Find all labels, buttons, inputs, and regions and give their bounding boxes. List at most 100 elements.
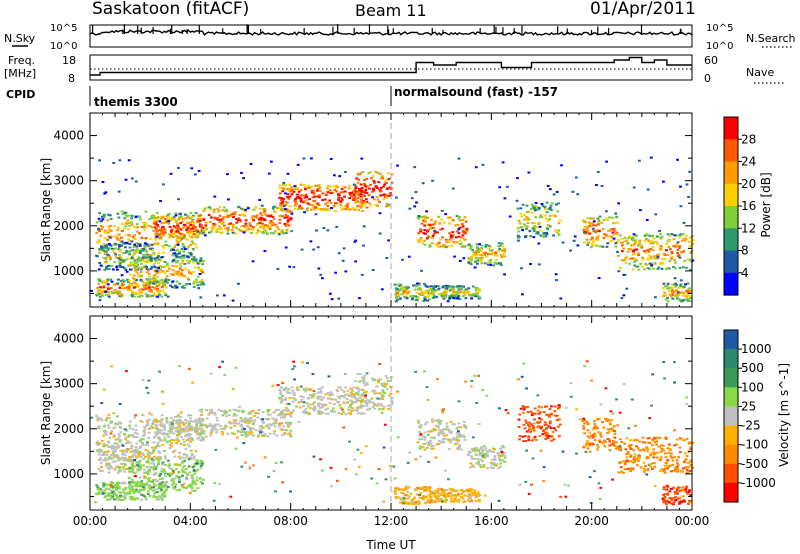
power-cell	[610, 236, 613, 239]
power-cell	[363, 179, 366, 182]
power-cell	[137, 243, 140, 246]
velocity-cell	[163, 450, 166, 453]
power-cell	[555, 279, 558, 282]
power-cell	[369, 170, 373, 173]
velocity-cell	[181, 466, 185, 469]
velocity-cell	[313, 405, 317, 408]
power-cell	[278, 184, 282, 187]
power-cell	[668, 240, 671, 243]
power-cell	[348, 192, 352, 195]
power-cell	[401, 258, 404, 261]
velocity-cell	[317, 402, 321, 405]
velocity-cell	[165, 419, 169, 422]
power-cell	[167, 222, 171, 225]
velocity-cell	[358, 388, 362, 391]
velocity-cell	[154, 434, 157, 437]
power-cell	[98, 230, 102, 233]
power-cell	[386, 204, 390, 207]
velocity-cell	[306, 388, 309, 391]
power-cell	[285, 229, 289, 232]
velocity-cell	[346, 393, 349, 396]
power-cell	[681, 294, 685, 297]
power-cell	[132, 245, 136, 248]
velocity-cell	[189, 414, 192, 417]
power-cell	[140, 236, 144, 239]
velocity-cell	[376, 404, 380, 407]
velocity-cell	[407, 503, 410, 506]
velocity-cell	[371, 377, 374, 380]
velocity-cell	[132, 491, 136, 494]
velocity-cell	[475, 453, 478, 456]
power-cell	[463, 294, 467, 297]
power-cell	[313, 184, 317, 187]
velocity-cell	[104, 457, 107, 460]
power-cell	[457, 228, 461, 231]
power-cell	[451, 294, 454, 297]
velocity-cell	[474, 496, 478, 499]
power-cell	[611, 231, 615, 234]
power-cell	[136, 295, 140, 298]
velocity-cell	[394, 497, 398, 500]
power-cell	[216, 230, 220, 233]
power-cell	[157, 262, 161, 265]
velocity-cell	[152, 495, 156, 498]
power-cell	[407, 290, 411, 293]
velocity-cell	[139, 420, 143, 423]
power-cell	[682, 285, 686, 288]
velocity-cell	[163, 486, 167, 489]
velocity-cell	[242, 430, 246, 433]
power-cell	[117, 248, 121, 251]
power-cell	[615, 232, 619, 235]
velocity-cell	[447, 430, 451, 433]
velocity-cell	[477, 495, 480, 498]
power-cell	[597, 244, 600, 247]
velocity-cell	[312, 409, 316, 412]
power-cell	[665, 243, 668, 246]
power-cell	[154, 216, 157, 219]
velocity-cell	[124, 456, 128, 459]
velocity-cell	[436, 443, 440, 446]
velocity-cell	[208, 411, 212, 414]
velocity-cell	[117, 481, 121, 484]
power-cell	[201, 263, 205, 266]
velocity-cell	[104, 419, 108, 422]
power-cell	[127, 257, 130, 260]
power-cell	[222, 206, 226, 209]
power-cell	[158, 290, 162, 293]
power-cell	[212, 210, 216, 213]
velocity-cell	[246, 425, 249, 428]
velocity-cell	[151, 461, 155, 464]
velocity-cell	[154, 456, 158, 459]
velocity-cell	[115, 488, 118, 491]
power-cell	[238, 214, 242, 217]
power-cell	[612, 222, 615, 225]
velocity-cell	[402, 492, 405, 495]
power-cell	[284, 232, 288, 235]
power-cell	[287, 189, 290, 192]
velocity-cell	[152, 479, 155, 482]
power-cell	[222, 221, 225, 224]
velocity-cell	[139, 439, 142, 442]
power-cell	[469, 263, 473, 266]
velocity-cell	[221, 433, 224, 436]
velocity-cell	[97, 488, 100, 491]
power-cell	[283, 216, 287, 219]
power-cell	[167, 215, 170, 218]
velocity-cell	[129, 420, 132, 423]
power-cell	[155, 211, 159, 214]
velocity-cell	[120, 462, 124, 465]
power-cell	[452, 297, 455, 300]
power-cell	[302, 200, 306, 203]
velocity-cell	[248, 418, 251, 421]
power-cell	[194, 226, 197, 229]
velocity-cell	[458, 432, 462, 435]
power-cell	[677, 291, 680, 294]
power-cell	[455, 293, 459, 296]
velocity-cell	[310, 394, 314, 397]
power-cell	[674, 295, 678, 298]
velocity-cell	[457, 500, 461, 503]
power-cell	[180, 237, 184, 240]
power-cell	[258, 222, 262, 225]
velocity-cell	[107, 424, 110, 427]
power-cell	[364, 186, 368, 189]
